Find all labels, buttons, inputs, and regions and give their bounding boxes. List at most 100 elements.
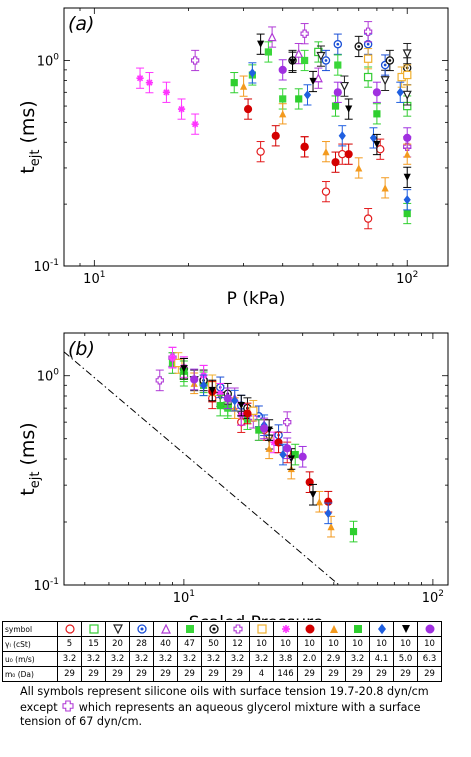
legend-marker-filled_circle_purple	[425, 624, 434, 634]
legend-cell-velocity: 3.2	[249, 651, 274, 667]
y-tick-label: 100	[37, 368, 60, 385]
legend-cell-velocity: 3.8	[273, 651, 298, 667]
series-filled_diamond	[199, 374, 333, 525]
legend-symbol-circle_dot_blue	[129, 621, 154, 637]
legend-cell-mass: 29	[201, 666, 226, 682]
plot-frame	[63, 332, 449, 586]
legend-cell-mass: 146	[273, 666, 298, 682]
data-point	[363, 72, 373, 82]
y-tick-label: 10-1	[33, 258, 59, 275]
data-point	[403, 195, 411, 205]
legend-cell-velocity: 3.2	[177, 651, 202, 667]
legend-cell-mass: 29	[417, 666, 442, 682]
data-point	[322, 148, 330, 156]
data-point	[243, 409, 252, 418]
legend-cell-mass: 29	[321, 666, 346, 682]
legend-marker-open_circle	[64, 624, 75, 634]
data-point	[265, 444, 273, 452]
legend-cell-mass: 29	[105, 666, 130, 682]
data-point	[279, 95, 287, 103]
data-point	[162, 88, 171, 96]
data-point	[333, 88, 342, 97]
legend-marker-circle_dot_black	[208, 624, 219, 634]
legend-cell-viscosity: 10	[249, 636, 274, 652]
data-point	[321, 187, 331, 196]
legend-cell-viscosity: 28	[129, 636, 154, 652]
data-point	[287, 455, 295, 463]
data-point	[300, 29, 309, 38]
data-point	[354, 42, 364, 51]
data-point	[240, 82, 248, 90]
data-point	[376, 145, 385, 154]
data-point	[385, 56, 395, 65]
legend-cell-mass: 29	[345, 666, 370, 682]
data-point	[291, 450, 299, 459]
data-point	[339, 81, 350, 92]
data-point	[331, 158, 340, 167]
data-point	[321, 56, 331, 65]
caption-text-2: which represents an aqueous glycerol mix…	[20, 701, 421, 728]
legend-marker-filled_circle	[305, 624, 314, 634]
legend-cell-viscosity: 10	[321, 636, 346, 652]
data-point	[256, 147, 265, 156]
data-point	[324, 508, 332, 519]
data-point	[283, 417, 292, 427]
data-point	[288, 58, 297, 66]
caption-marker	[62, 700, 74, 712]
legend-cell-viscosity: 40	[153, 636, 178, 652]
legend-row-mass: m₀ (Da) 29 29 29 29 29 29 29 29 4 146 29 29 29 29 29 29	[2, 666, 442, 682]
legend-table: symbol γₗ (cSt) 5 15 20 28 40 47 50 12 10 10 10 10 10 1…	[2, 621, 442, 682]
panel-label: (a)	[68, 13, 94, 35]
data-point	[402, 90, 412, 100]
series-filled_circle_purple	[190, 368, 307, 468]
legend-marker-open_tri_down	[112, 624, 123, 635]
data-point	[177, 105, 186, 113]
data-point	[155, 376, 164, 385]
data-point	[271, 131, 280, 140]
plot-frame	[63, 7, 449, 267]
legend-cell-velocity: 3.2	[345, 651, 370, 667]
legend-cell-velocity: 6.3	[417, 651, 442, 667]
data-point	[345, 105, 353, 113]
chart-panel-b: 101 102 10-1 100 Scaled Pressure tejt (ms) (b)	[17, 332, 449, 620]
legend-cell-mass: 29	[57, 666, 82, 682]
legend-cell-velocity: 2.0	[297, 651, 322, 667]
legend-cell-mass: 29	[153, 666, 178, 682]
data-point	[372, 88, 381, 97]
data-point	[190, 56, 200, 65]
data-point	[257, 40, 265, 48]
legend-marker-filled_tri_up	[329, 625, 338, 633]
series-filled_circle	[243, 98, 353, 173]
legend-cell-viscosity: 20	[105, 636, 130, 652]
data-point	[327, 523, 335, 531]
data-point	[331, 102, 340, 110]
legend-marker-filled_tri_down	[401, 625, 410, 633]
data-point	[403, 173, 411, 181]
data-point	[373, 110, 381, 118]
data-point	[403, 133, 412, 143]
legend-row-symbol: symbol	[2, 621, 442, 637]
data-point	[355, 164, 363, 172]
data-point	[274, 438, 283, 447]
data-point	[230, 79, 238, 87]
legend-cell-velocity: 3.2	[225, 651, 250, 667]
data-point	[190, 375, 199, 384]
legend-cell-mass: 29	[177, 666, 202, 682]
data-point	[191, 120, 199, 128]
legend-cell-velocity: 3.2	[81, 651, 106, 667]
series-filled_tri_up	[239, 75, 412, 199]
data-point	[315, 498, 323, 506]
series-filled_tri_down	[256, 33, 412, 188]
data-point	[396, 87, 404, 97]
data-point	[279, 449, 287, 460]
legend-marker-asterisk	[281, 625, 290, 633]
data-point	[313, 73, 323, 83]
data-point	[283, 444, 292, 453]
data-point	[403, 150, 411, 158]
data-point	[136, 74, 144, 82]
data-point	[369, 133, 378, 143]
legend-row-header: m₀ (Da)	[2, 666, 58, 682]
data-point	[300, 142, 309, 151]
data-point	[334, 61, 342, 69]
